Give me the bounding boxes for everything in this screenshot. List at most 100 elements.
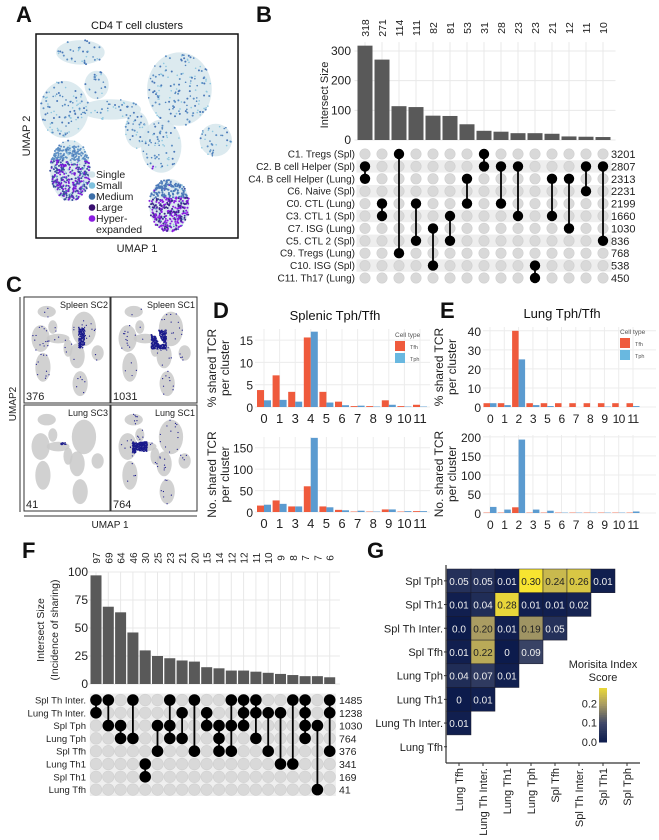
umap-cell-dot [161, 139, 163, 142]
matrix-dot-inactive [151, 757, 164, 771]
umap-cell-dot [59, 161, 62, 164]
umap-cell-dot [200, 146, 203, 149]
umap-cell-dot [133, 413, 135, 415]
umap-cluster-region [178, 453, 191, 469]
umap-cell-dot [92, 56, 94, 58]
umap-cell-dot [189, 76, 191, 78]
umap-cell-dot [70, 161, 73, 164]
umap-cell-dot [40, 353, 42, 356]
umap-cell-dot [129, 346, 131, 348]
umap-cell-dot [83, 172, 86, 175]
umap-cell-dot [64, 187, 67, 190]
matrix-dot-inactive [249, 770, 262, 783]
matrix-dot-inactive [176, 745, 189, 758]
umap-cell-dot [138, 446, 140, 449]
umap-cell-dot [78, 48, 80, 51]
umap-cell-dot [144, 449, 147, 451]
umap-cell-dot [157, 183, 160, 186]
umap-cell-dot [50, 160, 53, 163]
umap-cell-dot [168, 158, 170, 161]
umap-cell-dot [51, 175, 54, 178]
matrix-dot-inactive [176, 783, 189, 796]
matrix-dot-inactive [546, 235, 558, 247]
umap-cell-dot [59, 184, 62, 187]
umap-cell-dot [60, 177, 63, 180]
umap-cell-dot [95, 74, 98, 77]
colorbar-segment [599, 707, 607, 711]
heatmap-cell-value: 0.19 [521, 624, 541, 635]
umap-cell-dot [154, 347, 156, 349]
umap-cell-dot [79, 331, 81, 333]
intersection-count-label: 69 [104, 552, 115, 564]
umap-cell-dot [154, 336, 156, 338]
umap-cell-dot [184, 210, 186, 213]
umap-cell-dot [173, 83, 176, 86]
umap-cell-dot [163, 336, 165, 338]
matrix-dot-inactive [225, 770, 238, 783]
matrix-dot-inactive [393, 272, 405, 284]
umap-cell-dot [34, 339, 36, 341]
matrix-dot-inactive [580, 260, 592, 272]
umap-cell-dot [88, 42, 91, 45]
umap-cell-dot [130, 446, 132, 449]
umap-cell-dot [149, 443, 152, 446]
umap-cell-dot [139, 121, 142, 124]
umap-cell-dot [85, 186, 88, 189]
matrix-dot-inactive [139, 745, 152, 758]
set-label: C9. Tregs (Lung) [280, 249, 355, 260]
intersection-count-label: 46 [129, 552, 140, 564]
umap-cell-dot [141, 140, 144, 142]
umap-cell-dot [173, 214, 176, 217]
umap-cell-dot [43, 328, 45, 330]
umap-cell-dot [56, 127, 59, 130]
bar-tph [532, 405, 540, 407]
umap-cell-dot [177, 90, 180, 93]
umap-cell-dot [167, 370, 169, 372]
umap-cell-dot [160, 166, 162, 169]
set-size-label: 169 [339, 772, 357, 784]
umap-cell-dot [182, 359, 184, 361]
umap-cell-dot [156, 114, 158, 117]
set-label: Spl Tfh [56, 747, 86, 758]
umap-cell-dot [146, 450, 148, 452]
umap-cell-dot [165, 348, 167, 350]
colorbar-segment [599, 734, 607, 738]
umap-cell-dot [154, 101, 157, 104]
matrix-dot-inactive [212, 757, 226, 771]
umap-cell-dot [43, 119, 46, 122]
matrix-dot-inactive [580, 210, 592, 222]
umap-cell-dot [176, 221, 179, 224]
umap-cell-dot [139, 446, 141, 448]
umap-cell-dot [171, 196, 174, 199]
umap-cell-dot [70, 57, 73, 60]
umap-cell-dot [44, 113, 47, 116]
umap-cell-dot [170, 89, 173, 92]
umap-cell-dot [63, 180, 66, 183]
umap-cell-dot [182, 457, 184, 459]
umap-cell-dot [160, 210, 163, 213]
matrix-dot-inactive [529, 148, 541, 160]
matrix-row-stripe [89, 693, 336, 707]
umap-cell-dot [56, 181, 59, 184]
umap-cell-dot [164, 187, 167, 190]
legend-label: Small [96, 180, 122, 192]
intersection-bar [544, 133, 560, 140]
umap-cell-dot [56, 161, 59, 164]
umap-cell-dot [83, 148, 85, 151]
set-size-label: 1030 [339, 721, 363, 733]
umap-cell-dot [70, 178, 73, 181]
umap-cell-dot [174, 338, 176, 340]
umap-cell-dot [61, 443, 63, 445]
umap-cell-dot [72, 158, 75, 161]
legend-swatch-tfh [395, 341, 405, 351]
heatmap-cell [566, 592, 592, 617]
umap-cell-dot [174, 206, 177, 209]
heatmap-cell-value: 0.09 [521, 648, 541, 659]
bar-tph [388, 509, 396, 512]
x-tick-label: 8 [587, 412, 594, 426]
umap-cell-dot [125, 133, 127, 136]
umap-cell-dot [189, 95, 192, 97]
umap-cell-dot [52, 168, 55, 171]
umap-cell-dot [55, 182, 57, 185]
umap-cell-dot [78, 329, 80, 331]
